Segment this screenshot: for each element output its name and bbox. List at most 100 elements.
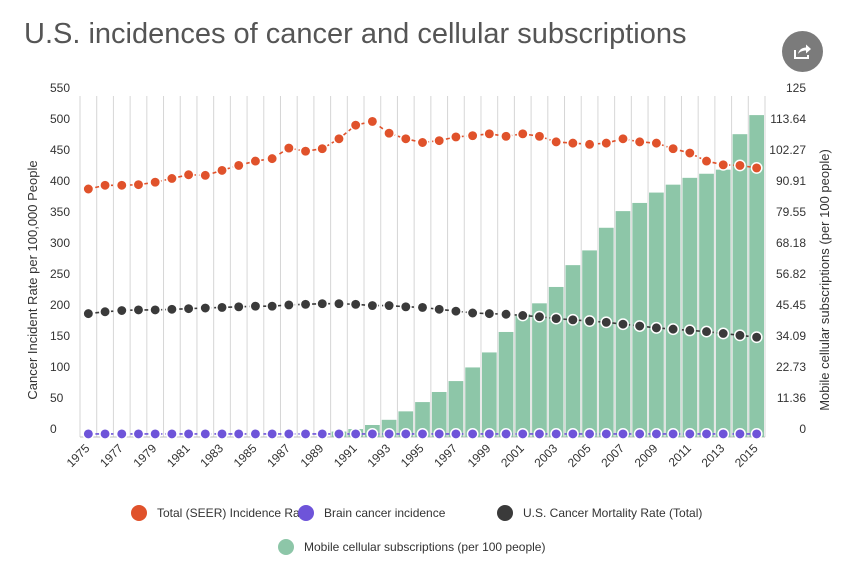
data-point	[182, 427, 195, 440]
share-icon	[794, 44, 811, 59]
data-point	[99, 427, 112, 440]
data-point	[433, 303, 446, 316]
data-point	[683, 324, 696, 337]
bar	[532, 303, 547, 437]
data-point	[366, 427, 379, 440]
legend-item-label: Total (SEER) Incidence Rate	[157, 506, 310, 520]
data-point	[466, 129, 479, 142]
legend-item-label: Mobile cellular subscriptions (per 100 p…	[304, 540, 545, 554]
data-point	[667, 427, 680, 440]
data-point	[165, 303, 178, 316]
data-point	[199, 427, 212, 440]
data-point	[617, 427, 629, 440]
data-point	[483, 427, 496, 440]
data-point	[416, 301, 429, 314]
bar	[632, 202, 648, 437]
x-tick-label: 2005	[565, 441, 594, 470]
data-point	[299, 145, 312, 158]
data-point	[349, 119, 362, 132]
data-point	[500, 427, 512, 440]
chart-title: U.S. incidences of cancer and cellular s…	[24, 18, 687, 50]
data-point	[717, 327, 730, 340]
data-point	[282, 298, 295, 311]
data-point	[750, 331, 763, 344]
data-point	[566, 427, 579, 440]
y2-tick-label: 90.91	[776, 174, 806, 188]
data-point	[282, 142, 295, 155]
bar	[481, 352, 497, 437]
data-point	[516, 427, 529, 440]
data-point	[399, 132, 412, 145]
data-point	[533, 310, 546, 323]
data-point	[550, 135, 563, 148]
bar	[699, 173, 714, 438]
x-tick-label: 1991	[331, 441, 360, 470]
data-point	[483, 127, 496, 140]
data-point	[533, 427, 546, 440]
data-point	[349, 427, 362, 440]
x-tick-label: 1993	[364, 441, 393, 470]
y-tick-label: 250	[50, 267, 70, 281]
data-point	[533, 130, 546, 143]
x-tick-label: 1997	[431, 441, 460, 470]
data-point	[700, 155, 713, 168]
data-point	[399, 427, 412, 440]
legend-item-label: Brain cancer incidence	[324, 506, 446, 520]
data-point	[449, 427, 462, 440]
data-point	[366, 115, 379, 128]
share-button[interactable]	[782, 31, 823, 72]
data-point	[383, 127, 396, 140]
bar	[448, 381, 464, 437]
data-point	[115, 427, 128, 440]
data-point	[600, 137, 613, 150]
y2-tick-label: 11.36	[777, 391, 806, 405]
data-point	[650, 137, 663, 150]
data-point	[733, 329, 746, 342]
data-point	[299, 298, 312, 311]
bar	[465, 367, 480, 437]
data-point	[333, 297, 345, 310]
y2-tick-label: 56.82	[776, 267, 806, 281]
data-point	[650, 321, 663, 334]
data-point	[132, 303, 145, 316]
data-point	[249, 300, 262, 313]
data-point	[199, 169, 212, 182]
x-tick-label: 1975	[64, 441, 93, 470]
x-tick-label: 1983	[197, 441, 226, 470]
y2-tick-label: 79.55	[776, 205, 806, 219]
y-tick-label: 200	[50, 298, 70, 312]
x-tick-label: 2013	[699, 441, 728, 470]
x-tick-label: 2003	[531, 441, 560, 470]
y-tick-label: 550	[50, 81, 70, 95]
data-point	[232, 159, 245, 172]
data-point	[349, 298, 362, 311]
data-point	[600, 316, 613, 329]
x-tick-label: 2007	[598, 441, 627, 470]
data-point	[667, 142, 680, 155]
data-point	[416, 136, 429, 149]
y2-tick-label: 113.64	[770, 112, 806, 126]
data-point	[466, 427, 479, 440]
lines	[82, 115, 763, 440]
data-point	[650, 427, 663, 440]
bar	[749, 115, 764, 437]
data-point	[750, 161, 763, 174]
data-point	[583, 427, 596, 440]
data-point	[216, 427, 228, 440]
legend-marker	[278, 539, 294, 555]
x-tick-label: 1999	[465, 441, 494, 470]
data-point	[165, 427, 178, 440]
data-point	[433, 134, 446, 147]
y-tick-label: 100	[50, 360, 70, 374]
data-point	[232, 300, 245, 313]
data-point	[500, 308, 512, 321]
data-point	[733, 427, 746, 440]
data-point	[399, 300, 412, 313]
data-point	[333, 132, 345, 145]
data-point	[683, 427, 696, 440]
legend-marker	[131, 505, 147, 521]
y2-tick-label: 102.27	[769, 143, 806, 157]
data-point	[182, 168, 195, 181]
bar	[665, 184, 681, 437]
